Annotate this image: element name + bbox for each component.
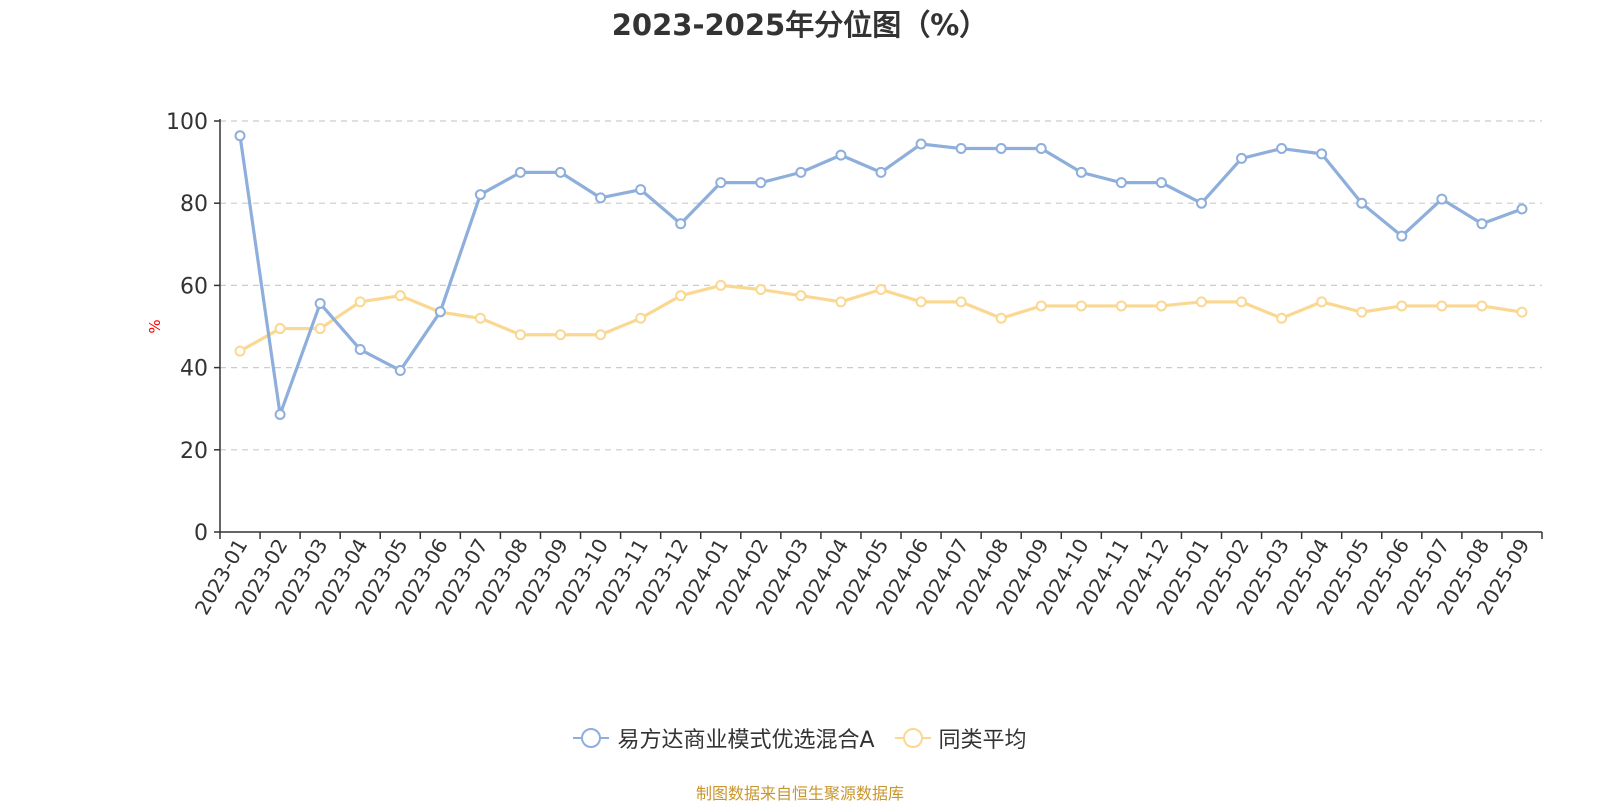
- data-point-1: [675, 290, 687, 302]
- data-point-0: [1035, 143, 1047, 155]
- data-point-0: [875, 166, 887, 178]
- data-point-1: [1155, 300, 1167, 312]
- data-point-0: [1195, 197, 1207, 209]
- data-point-0: [514, 166, 526, 178]
- y-tick-label: 40: [180, 357, 208, 382]
- data-point-0: [635, 184, 647, 196]
- data-point-1: [474, 312, 486, 324]
- data-point-0: [1436, 193, 1448, 205]
- data-point-1: [555, 329, 567, 341]
- y-axis-label: %: [146, 319, 164, 333]
- data-point-0: [474, 189, 486, 201]
- data-point-1: [995, 312, 1007, 324]
- series-line-1: [239, 283, 1523, 353]
- data-point-0: [1276, 143, 1288, 155]
- data-point-0: [1516, 203, 1528, 215]
- data-point-0: [1356, 197, 1368, 209]
- data-point-1: [1035, 300, 1047, 312]
- y-tick-label: 20: [180, 439, 208, 464]
- data-point-0: [555, 166, 567, 178]
- chart-title: 2023-2025年分位图（%）: [611, 8, 989, 42]
- data-point-0: [755, 177, 767, 189]
- y-tick-label: 0: [194, 521, 208, 546]
- data-point-0: [274, 408, 286, 420]
- data-point-1: [314, 323, 326, 335]
- data-point-1: [915, 296, 927, 308]
- y-tick-label: 80: [180, 192, 208, 217]
- data-point-1: [234, 345, 246, 357]
- legend-label-series-a: 易方达商业模式优选混合A: [617, 728, 875, 753]
- data-point-1: [1436, 300, 1448, 312]
- data-point-1: [1516, 306, 1528, 318]
- data-point-0: [915, 138, 927, 150]
- data-point-0: [354, 344, 366, 356]
- data-point-1: [1316, 296, 1328, 308]
- data-point-0: [995, 143, 1007, 155]
- y-tick-label: 100: [166, 110, 208, 135]
- data-point-1: [1476, 300, 1488, 312]
- legend-label-series-b: 同类平均: [938, 728, 1027, 753]
- data-point-0: [434, 306, 446, 318]
- data-point-1: [755, 284, 767, 296]
- data-point-0: [955, 143, 967, 155]
- data-point-1: [875, 284, 887, 296]
- data-point-0: [715, 177, 727, 189]
- data-point-0: [1075, 166, 1087, 178]
- data-point-1: [1075, 300, 1087, 312]
- y-tick-label: 60: [180, 274, 208, 299]
- data-point-0: [1115, 177, 1127, 189]
- data-point-1: [635, 312, 647, 324]
- legend-item-series-b[interactable]: 同类平均: [894, 722, 1027, 754]
- data-point-1: [1396, 300, 1408, 312]
- data-point-1: [1115, 300, 1127, 312]
- data-point-1: [1236, 296, 1248, 308]
- data-point-1: [1276, 312, 1288, 324]
- legend-marker-series-b-icon: [894, 728, 931, 748]
- data-point-1: [595, 329, 607, 341]
- data-point-1: [1195, 296, 1207, 308]
- data-point-0: [1316, 148, 1328, 160]
- source-note: 制图数据来自恒生聚源数据库: [695, 784, 904, 803]
- data-point-1: [1356, 306, 1368, 318]
- legend: 易方达商业模式优选混合A 同类平均: [0, 722, 1600, 754]
- data-point-0: [1476, 218, 1488, 230]
- data-point-1: [795, 290, 807, 302]
- data-point-0: [234, 130, 246, 142]
- data-point-0: [1396, 230, 1408, 242]
- data-point-0: [394, 364, 406, 376]
- legend-marker-series-a-icon: [573, 728, 610, 748]
- data-point-1: [514, 329, 526, 341]
- data-point-1: [715, 279, 727, 291]
- data-point-1: [394, 290, 406, 302]
- legend-item-series-a[interactable]: 易方达商业模式优选混合A: [573, 722, 875, 754]
- data-point-0: [595, 192, 607, 204]
- data-point-1: [354, 296, 366, 308]
- data-point-0: [675, 218, 687, 230]
- data-point-0: [795, 166, 807, 178]
- data-point-0: [835, 149, 847, 161]
- data-point-1: [955, 296, 967, 308]
- data-point-0: [1236, 152, 1248, 164]
- data-point-1: [835, 296, 847, 308]
- data-point-0: [314, 297, 326, 309]
- data-point-1: [274, 323, 286, 335]
- data-point-0: [1155, 177, 1167, 189]
